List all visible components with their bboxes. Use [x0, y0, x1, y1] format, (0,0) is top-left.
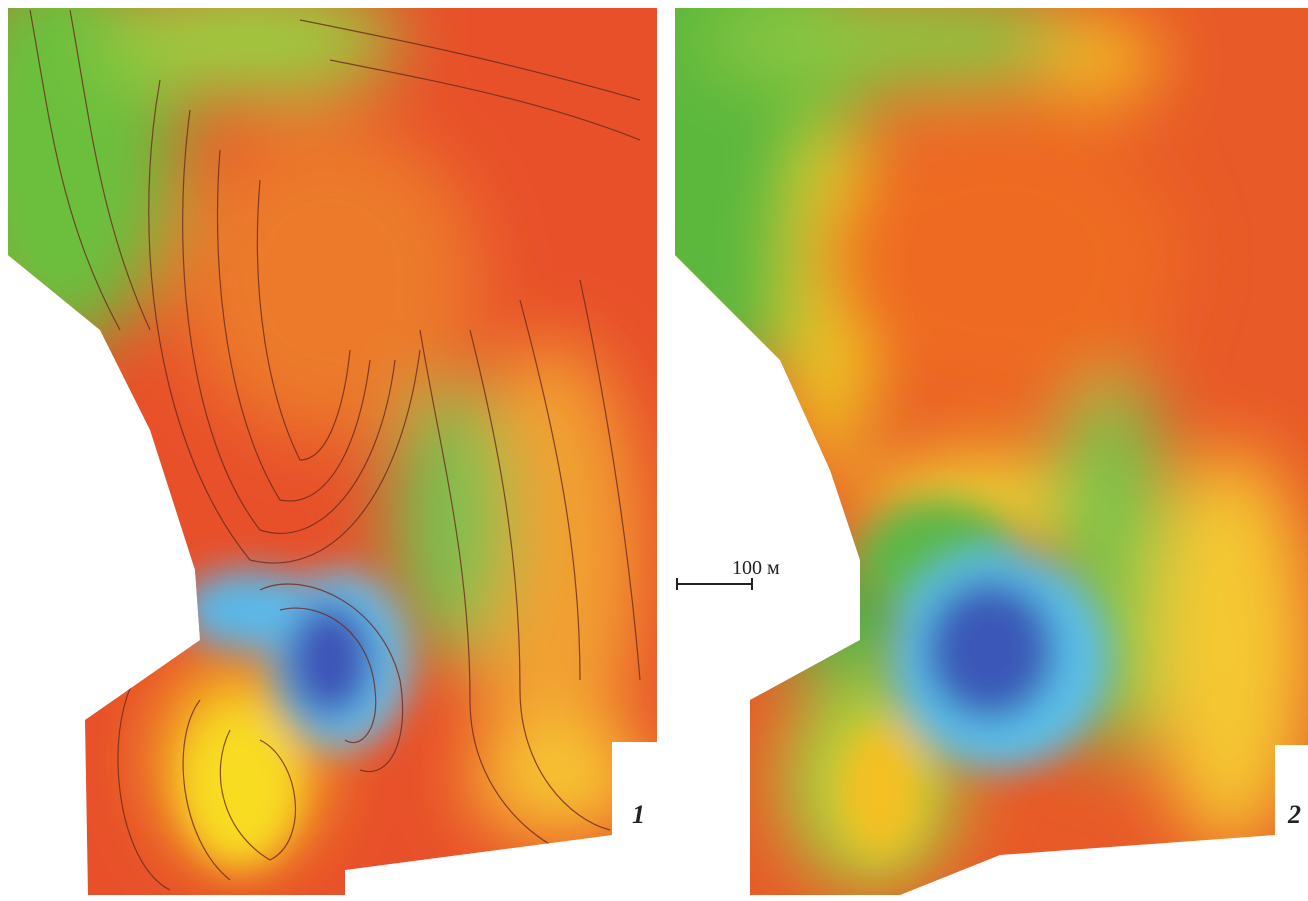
- scale-bar: 100 м: [677, 557, 780, 590]
- panel-label: 2: [1287, 800, 1301, 829]
- scale-label: 100 м: [732, 557, 780, 579]
- panel-label: 1: [632, 800, 645, 829]
- panel-1-map: [0, 0, 660, 901]
- panel-2-map: [580, 0, 1308, 901]
- map-figure: 1 2 100 м: [0, 0, 1308, 901]
